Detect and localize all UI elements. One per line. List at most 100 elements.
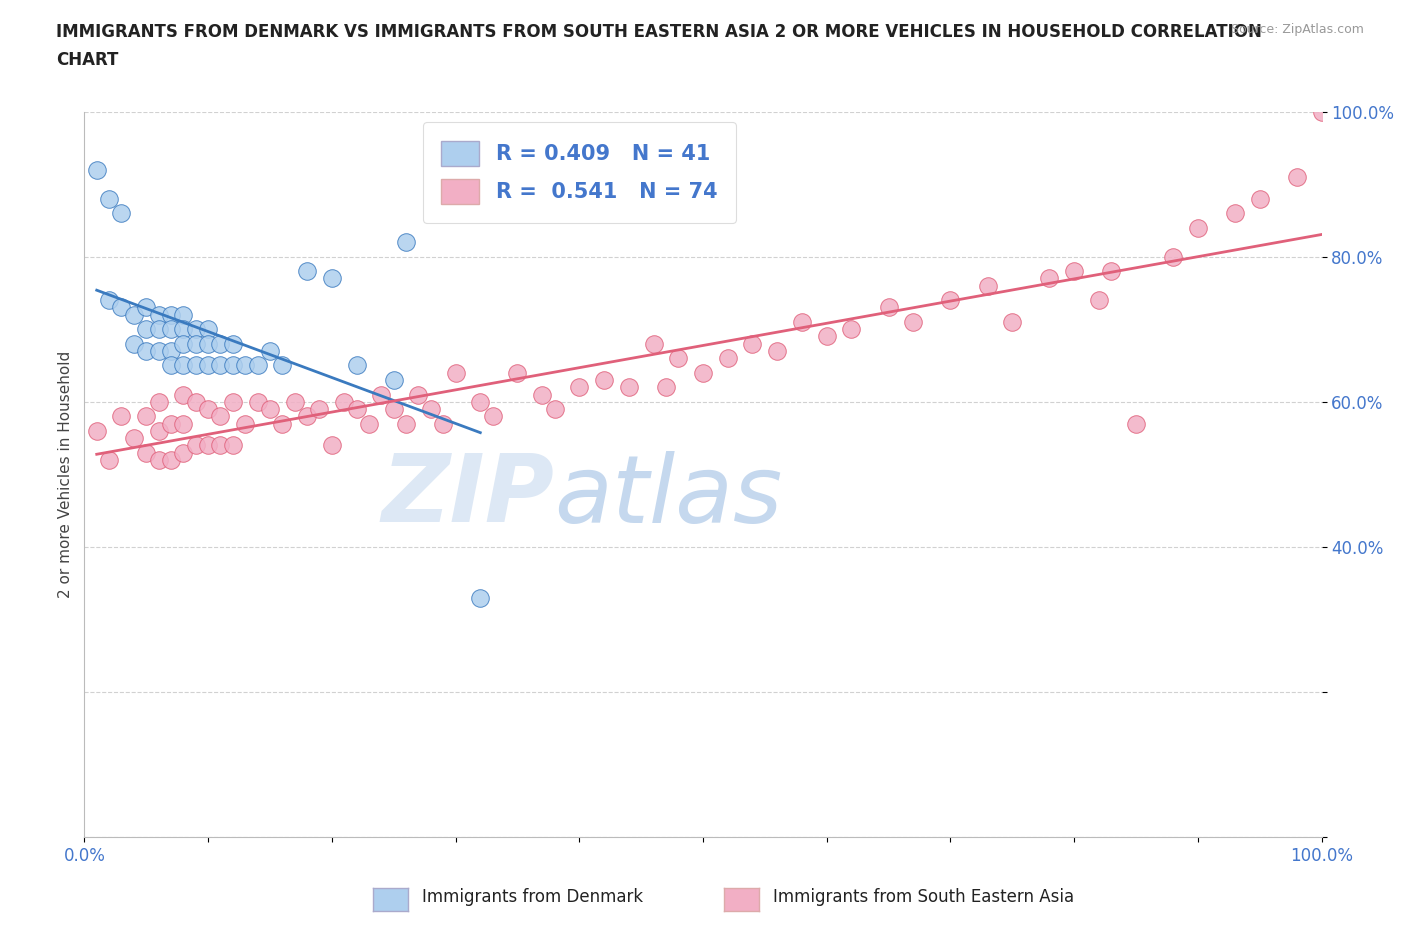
Point (135, 300, 157, 315)
Point (593, 373, 616, 388)
Point (284, 394, 307, 409)
Point (172, 445, 194, 460)
Point (233, 358, 256, 373)
Point (98, 192, 121, 206)
Point (209, 409, 232, 424)
Legend: R = 0.409   N = 41, R =  0.541   N = 74: R = 0.409 N = 41, R = 0.541 N = 74 (423, 122, 735, 223)
Point (197, 438, 219, 453)
Point (246, 358, 269, 373)
Point (271, 358, 294, 373)
Point (233, 416, 256, 431)
Point (148, 423, 170, 438)
Point (655, 379, 678, 394)
Point (432, 416, 454, 431)
Point (382, 402, 405, 417)
Text: atlas: atlas (554, 450, 783, 541)
Point (790, 314, 813, 329)
Text: Source: ZipAtlas.com: Source: ZipAtlas.com (1230, 23, 1364, 36)
Point (122, 307, 145, 322)
Point (110, 206, 132, 220)
Point (357, 416, 380, 431)
Point (160, 343, 183, 358)
Point (98, 293, 121, 308)
Point (1223, 206, 1246, 220)
Point (110, 409, 132, 424)
Point (506, 365, 529, 380)
Point (148, 322, 170, 337)
Text: CHART: CHART (56, 51, 118, 69)
Point (135, 445, 157, 460)
Point (184, 394, 207, 409)
Point (370, 387, 392, 402)
Point (184, 322, 207, 337)
Point (148, 452, 170, 467)
Point (470, 591, 492, 605)
Text: IMMIGRANTS FROM DENMARK VS IMMIGRANTS FROM SOUTH EASTERN ASIA 2 OR MORE VEHICLES: IMMIGRANTS FROM DENMARK VS IMMIGRANTS FR… (56, 23, 1263, 41)
Point (135, 409, 157, 424)
Point (815, 329, 838, 344)
Point (246, 394, 269, 409)
Point (135, 343, 157, 358)
Point (1285, 169, 1308, 184)
Point (172, 416, 194, 431)
Point (321, 271, 343, 286)
Point (1099, 264, 1122, 279)
Point (666, 351, 689, 365)
Point (470, 394, 492, 409)
Point (172, 307, 194, 322)
Point (395, 416, 418, 431)
Point (209, 358, 232, 373)
Point (308, 402, 330, 417)
Point (1187, 220, 1209, 235)
Point (160, 358, 183, 373)
Point (259, 402, 281, 417)
Point (568, 379, 591, 394)
Point (209, 337, 232, 352)
Point (197, 337, 219, 352)
Point (148, 307, 170, 322)
Point (172, 358, 194, 373)
Point (222, 337, 245, 352)
Point (382, 373, 405, 388)
Point (408, 387, 430, 402)
Point (184, 337, 207, 352)
Point (148, 343, 170, 358)
Point (197, 322, 219, 337)
Point (841, 322, 863, 337)
Point (1310, 104, 1333, 119)
Point (1001, 314, 1024, 329)
Point (543, 402, 565, 417)
Text: ZIP: ZIP (381, 450, 554, 542)
Point (766, 343, 789, 358)
Point (346, 358, 368, 373)
Point (197, 402, 219, 417)
Point (321, 438, 343, 453)
Point (197, 358, 219, 373)
Point (86, 423, 108, 438)
Point (110, 300, 132, 315)
Text: Immigrants from Denmark: Immigrants from Denmark (422, 888, 643, 907)
Point (717, 351, 740, 365)
Point (209, 438, 232, 453)
Point (160, 307, 183, 322)
Point (160, 416, 183, 431)
Point (531, 387, 554, 402)
Y-axis label: 2 or more Vehicles in Household: 2 or more Vehicles in Household (58, 351, 73, 598)
Point (976, 278, 998, 293)
Point (259, 343, 281, 358)
Point (741, 337, 763, 352)
Point (346, 402, 368, 417)
Point (295, 409, 318, 424)
Point (122, 431, 145, 445)
Point (1161, 249, 1184, 264)
Point (939, 293, 962, 308)
Point (98, 452, 121, 467)
Point (122, 337, 145, 352)
Point (160, 322, 183, 337)
Point (617, 379, 640, 394)
Point (184, 438, 207, 453)
Point (444, 365, 467, 380)
Point (184, 358, 207, 373)
Point (148, 394, 170, 409)
Point (172, 387, 194, 402)
